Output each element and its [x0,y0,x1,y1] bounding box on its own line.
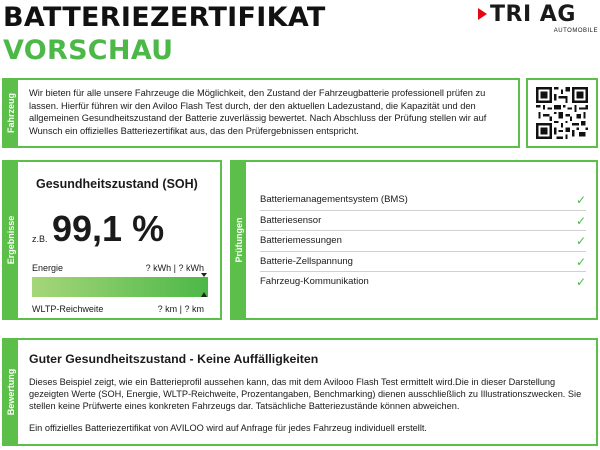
bewertung-section: Bewertung Guter Gesundheitszustand - Kei… [2,338,598,446]
check-label: Batteriesensor [260,214,322,226]
bewertung-note: Ein offizielles Batteriezertifikat von A… [29,423,427,433]
bar-marker-bottom [201,292,207,297]
bewertung-text: Dieses Beispiel zeigt, wie ein Batteriep… [29,377,582,411]
check-item: Batteriemanagementsystem (BMS) ✓ [260,190,586,211]
check-item: Fahrzeug-Kommunikation ✓ [260,272,586,293]
logo-subtitle: AUTOMOBILE [553,28,598,34]
wltp-value: ? km | ? km [157,304,204,314]
wltp-label: WLTP-Reichweite [32,304,104,314]
side-tab-bewertung: Bewertung [4,340,18,444]
page-subtitle: VORSCHAU [3,35,174,66]
check-label: Batteriemessungen [260,235,342,246]
side-label: Prüfungen [234,217,244,263]
check-item: Batteriemessungen ✓ [260,231,586,252]
energie-value: ? kWh | ? kWh [145,263,204,273]
intro-text: Wir bieten für alle unsere Fahrzeuge die… [29,88,487,136]
check-label: Batterie-Zellspannung [260,255,353,267]
checks-list: Batteriemanagementsystem (BMS) ✓ Batteri… [260,190,586,293]
checkmark-icon: ✓ [575,193,586,207]
qr-box [526,78,598,148]
page-title: BATTERIEZERTIFIKAT [3,2,326,33]
logo-name: TRI AG [490,2,576,27]
check-label: Fahrzeug-Kommunikation [260,276,369,287]
side-label: Bewertung [6,368,16,416]
company-logo: TRI AG AUTOMOBILE [472,2,598,44]
check-label: Batteriemanagementsystem (BMS) [260,194,408,205]
energie-label: Energie [32,263,64,273]
qr-code-icon[interactable] [533,85,591,141]
fahrzeug-section: Fahrzeug Wir bieten für alle unsere Fahr… [2,78,520,148]
side-tab-ergebnisse: Ergebnisse [4,162,18,318]
bewertung-title: Guter Gesundheitszustand - Keine Auffäll… [29,352,319,366]
pruefungen-section: Prüfungen Batteriemanagementsystem (BMS)… [230,160,598,320]
soh-value: 99,1 % [52,208,165,249]
side-label: Ergebnisse [6,215,16,265]
ergebnisse-section: Ergebnisse Gesundheitszustand (SOH) z.B.… [2,160,222,320]
checkmark-icon: ✓ [575,234,586,248]
soh-bar [32,273,208,297]
soh-title: Gesundheitszustand (SOH) [36,177,198,191]
logo-arrow-icon [478,8,487,20]
soh-prefix: z.B. [32,234,48,244]
side-tab-pruefungen: Prüfungen [232,162,246,318]
checkmark-icon: ✓ [575,213,586,228]
check-item: Batteriesensor ✓ [260,211,586,231]
side-label: Fahrzeug [6,92,16,134]
check-item: Batterie-Zellspannung ✓ [260,252,586,272]
bar-marker-top [201,273,207,277]
side-tab-fahrzeug: Fahrzeug [4,80,18,146]
checkmark-icon: ✓ [575,254,586,269]
checkmark-icon: ✓ [575,275,586,289]
